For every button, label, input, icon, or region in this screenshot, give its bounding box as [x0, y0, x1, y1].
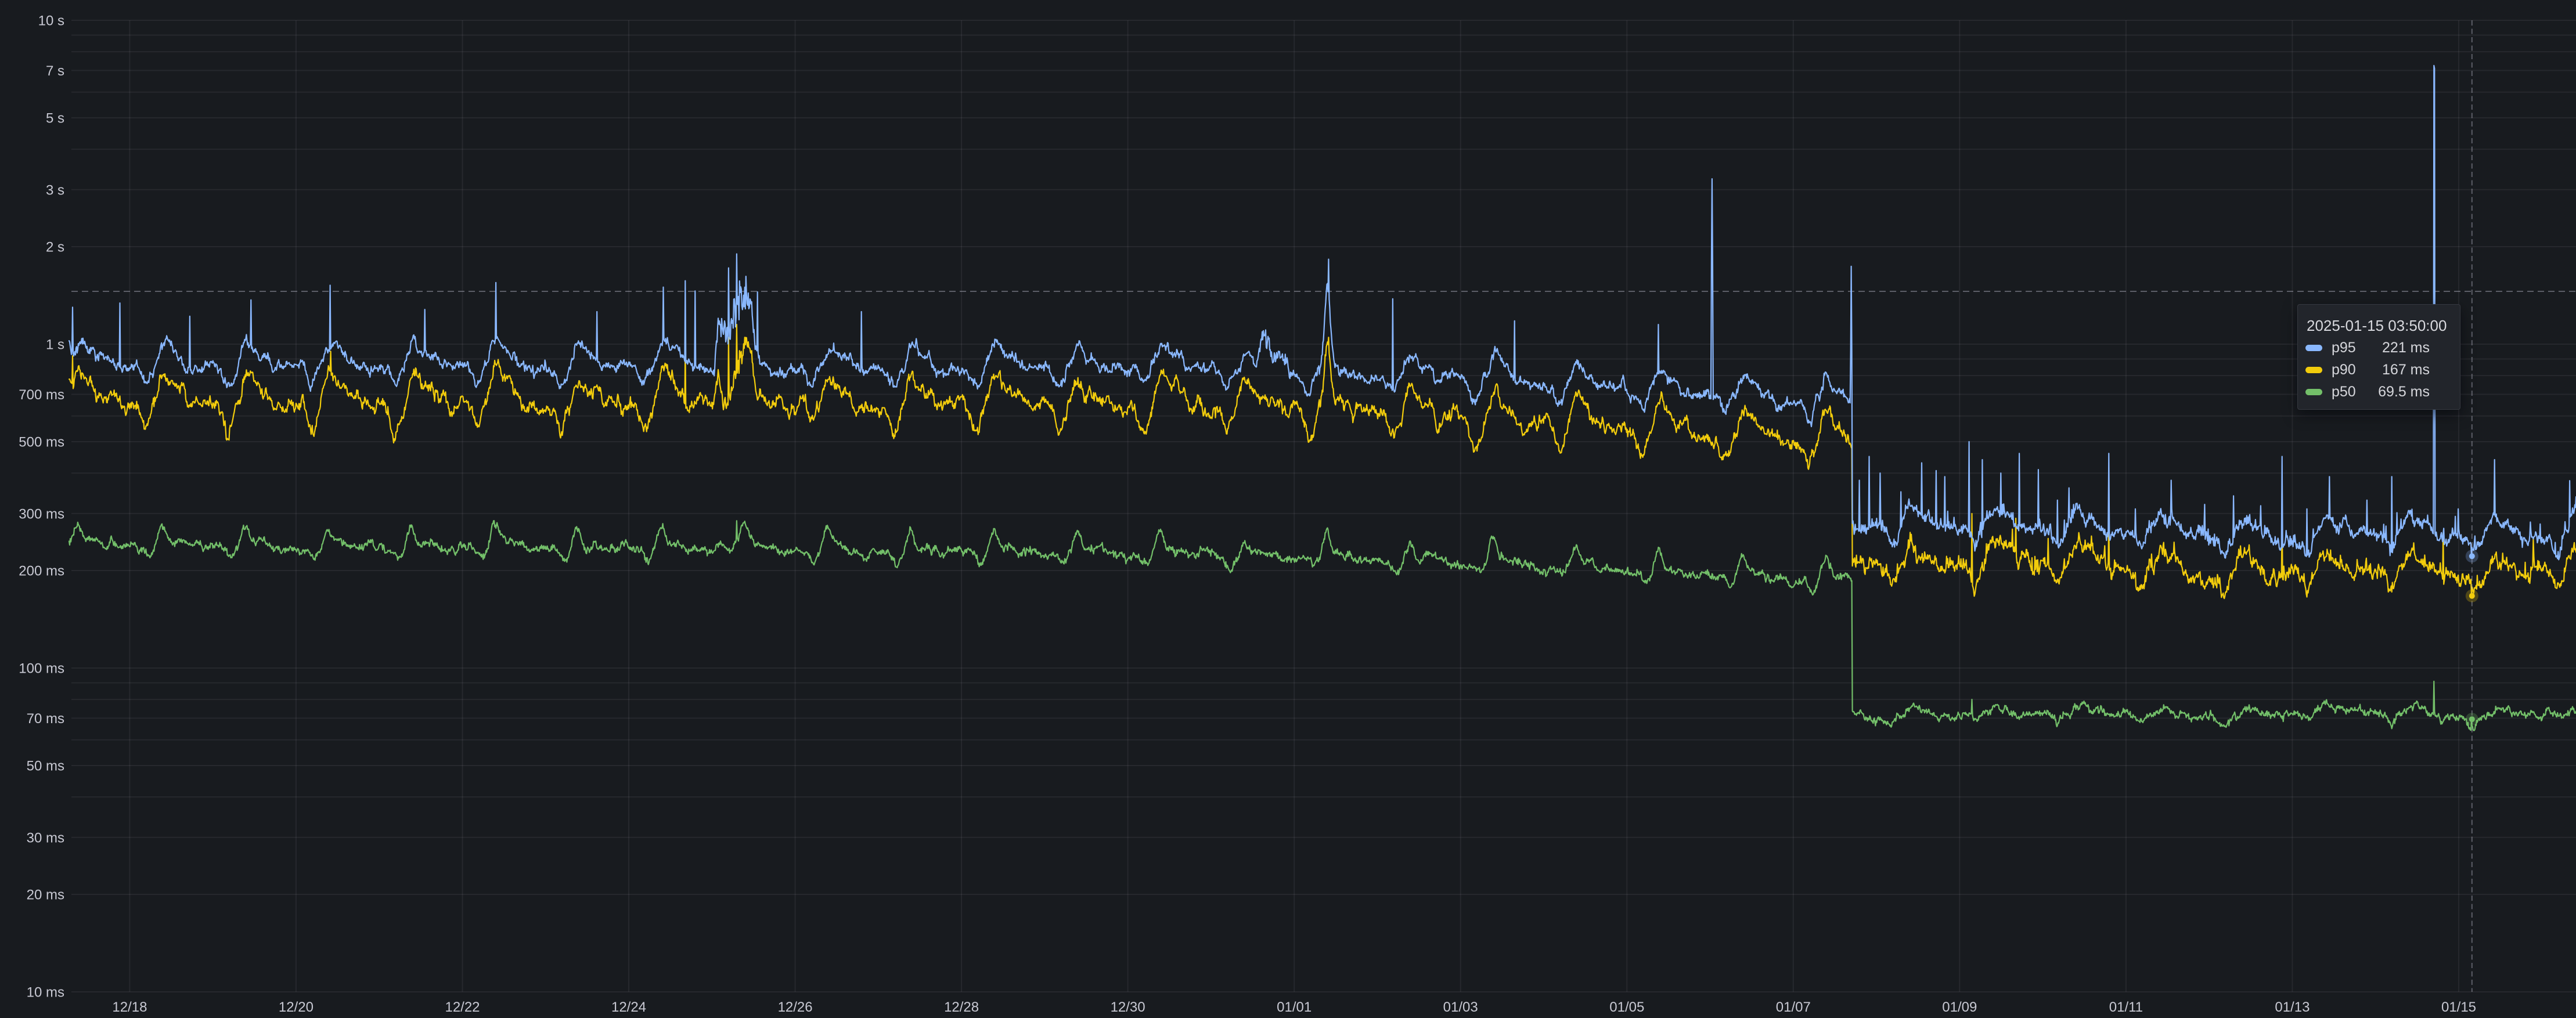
svg-text:30 ms: 30 ms [27, 830, 64, 846]
svg-text:10 s: 10 s [38, 13, 64, 29]
svg-text:12/26: 12/26 [778, 999, 813, 1015]
svg-text:12/18: 12/18 [112, 999, 147, 1015]
svg-text:500 ms: 500 ms [19, 435, 64, 450]
svg-text:01/15: 01/15 [2441, 999, 2476, 1015]
svg-text:12/22: 12/22 [445, 999, 480, 1015]
svg-text:3 s: 3 s [46, 182, 64, 198]
svg-text:300 ms: 300 ms [19, 506, 64, 522]
svg-text:12/28: 12/28 [944, 999, 979, 1015]
svg-text:01/13: 01/13 [2275, 999, 2310, 1015]
svg-text:2 s: 2 s [46, 240, 64, 255]
svg-text:100 ms: 100 ms [19, 661, 64, 677]
svg-text:01/07: 01/07 [1776, 999, 1811, 1015]
svg-text:12/30: 12/30 [1111, 999, 1145, 1015]
svg-text:01/03: 01/03 [1443, 999, 1478, 1015]
svg-text:01/11: 01/11 [2109, 999, 2143, 1015]
svg-text:01/05: 01/05 [1609, 999, 1644, 1015]
svg-text:5 s: 5 s [46, 111, 64, 127]
svg-text:7 s: 7 s [46, 63, 64, 79]
svg-text:20 ms: 20 ms [27, 887, 64, 903]
svg-text:50 ms: 50 ms [27, 759, 64, 774]
svg-text:01/09: 01/09 [1942, 999, 1977, 1015]
svg-text:01/01: 01/01 [1277, 999, 1312, 1015]
svg-text:12/20: 12/20 [279, 999, 314, 1015]
svg-text:10 ms: 10 ms [27, 985, 64, 1001]
svg-text:12/24: 12/24 [611, 999, 646, 1015]
svg-text:1 s: 1 s [46, 337, 64, 353]
svg-text:200 ms: 200 ms [19, 564, 64, 579]
svg-text:700 ms: 700 ms [19, 387, 64, 403]
svg-text:70 ms: 70 ms [27, 711, 64, 727]
